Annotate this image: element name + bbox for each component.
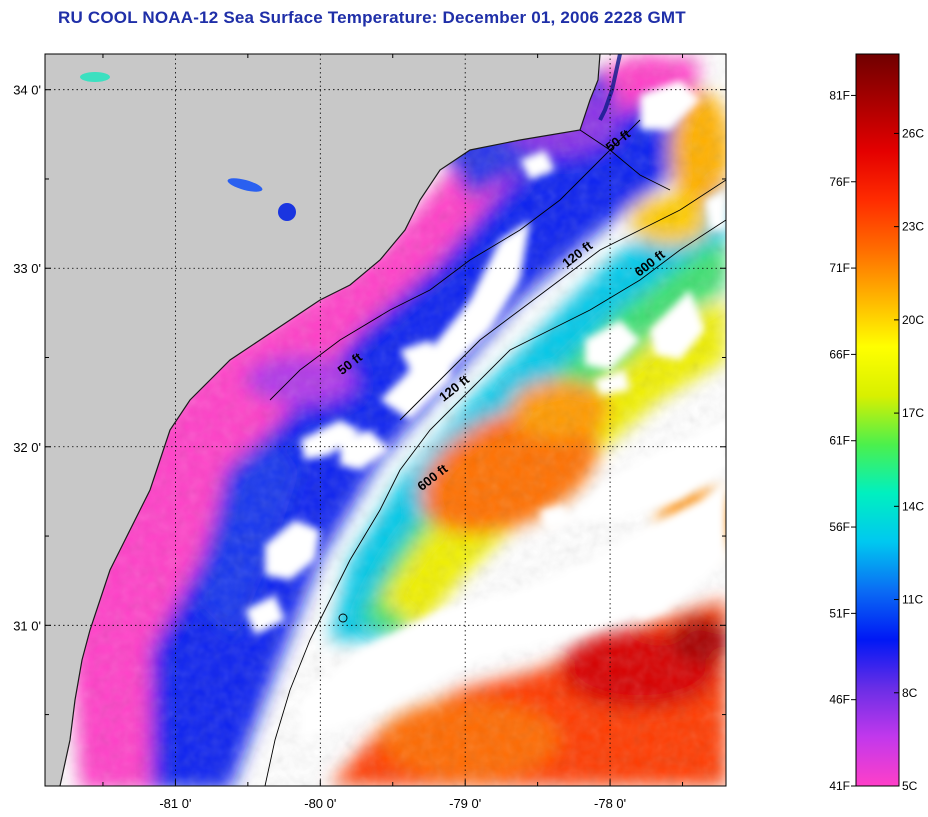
colorbar-frame	[855, 53, 900, 787]
lake-patch	[278, 203, 296, 221]
cb-fahrenheit-label: 61F	[829, 434, 850, 448]
lat-tick-label: 33 0'	[13, 261, 41, 276]
cb-celsius-label: 20C	[902, 313, 924, 327]
contour-600ft	[264, 219, 726, 786]
lake-patch	[227, 178, 263, 192]
lon-tick-label: -79 0'	[449, 796, 481, 811]
cb-fahrenheit-label: 41F	[829, 779, 850, 793]
contour-50ft-north	[269, 119, 641, 401]
contour-50ft-north-2	[579, 129, 671, 191]
map-axes: -81 0' -80 0' -79 0' -78 0' 34 0' 33 0' 32 0' 3…	[13, 54, 726, 811]
cb-celsius-label: 23C	[902, 220, 924, 234]
lat-tick-label: 34 0'	[13, 83, 41, 98]
map-title: RU COOL NOAA-12 Sea Surface Temperature:…	[58, 8, 686, 27]
lat-tick-label: 31 0'	[13, 618, 41, 633]
cb-fahrenheit-label: 76F	[829, 175, 850, 189]
colorbar-ticks: 81F 76F 71F 66F 61F 56F 51F 46F 41F 26C 23C 20C 17C 1…	[829, 88, 924, 793]
bathymetry-contours	[264, 119, 726, 786]
map-frame	[44, 53, 727, 787]
colorbar: 81F 76F 71F 66F 61F 56F 51F 46F 41F 26C 23C 20C 17C 1…	[829, 53, 924, 793]
lake-patch	[80, 72, 110, 82]
cb-celsius-label: 5C	[902, 779, 918, 793]
cb-fahrenheit-label: 71F	[829, 261, 850, 275]
cb-celsius-label: 11C	[902, 593, 923, 607]
lon-tick-label: -81 0'	[159, 796, 191, 811]
cb-fahrenheit-label: 66F	[829, 347, 850, 361]
coastline	[59, 54, 601, 786]
lon-tick-label: -78 0'	[594, 796, 626, 811]
cb-fahrenheit-label: 81F	[829, 88, 850, 102]
cloud-patches	[245, 80, 726, 740]
cb-celsius-label: 17C	[902, 406, 924, 420]
land-area	[45, 54, 600, 786]
cb-celsius-label: 26C	[902, 126, 924, 140]
cb-fahrenheit-label: 51F	[829, 606, 850, 620]
colorbar-gradient	[856, 54, 899, 786]
cb-celsius-label: 14C	[902, 499, 924, 513]
lat-tick-label: 32 0'	[13, 440, 41, 455]
cb-fahrenheit-label: 46F	[829, 693, 850, 707]
cb-fahrenheit-label: 56F	[829, 520, 850, 534]
contour-120ft	[399, 179, 726, 421]
gridlines	[45, 54, 726, 786]
cb-celsius-label: 8C	[902, 686, 918, 700]
lon-tick-label: -80 0'	[304, 796, 336, 811]
